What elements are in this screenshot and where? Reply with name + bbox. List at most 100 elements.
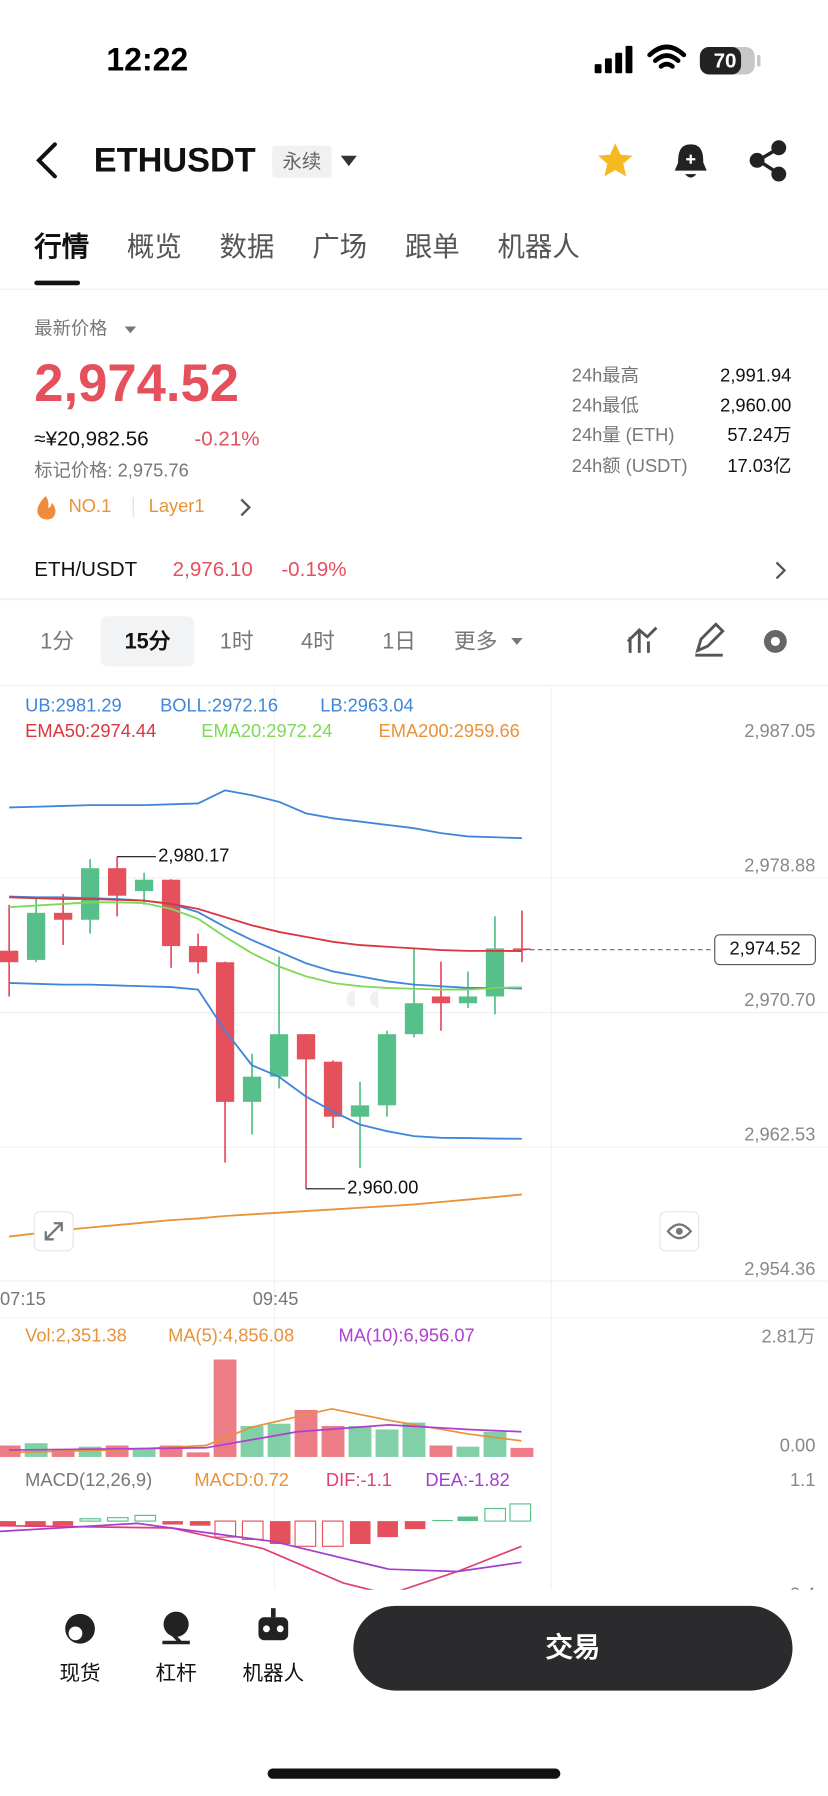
stat-label: 24h最低: [572, 394, 639, 415]
volume-bar: [348, 1426, 372, 1457]
last-price: 2,974.52: [34, 354, 239, 413]
sector[interactable]: Layer1: [149, 495, 205, 516]
x-tick-label: 07:15: [0, 1288, 46, 1309]
candle-body: [350, 1105, 370, 1117]
interval[interactable]: 1时: [220, 628, 254, 653]
candle-body: [485, 948, 505, 997]
indicator-legend: UB:2981.29: [25, 695, 122, 716]
bot-eye: [276, 1625, 284, 1633]
expand-icon: [44, 1222, 63, 1241]
spot-icon-hole: [68, 1626, 83, 1641]
volume-bar: [105, 1445, 129, 1457]
volume-bar: [402, 1422, 426, 1457]
bot-antenna: [271, 1608, 276, 1618]
volume-legend: MA(10):6,956.07: [339, 1325, 475, 1346]
price-dropdown[interactable]: [124, 326, 137, 334]
stat-value: 17.03亿: [727, 455, 791, 476]
volume-tick-label: 2.81万: [762, 1326, 816, 1347]
sector-arrow[interactable]: [240, 498, 251, 517]
volume-bar: [375, 1429, 399, 1457]
candle-body: [458, 996, 478, 1004]
price-label[interactable]: 最新价格: [34, 318, 107, 339]
indicator-legend: EMA50:2974.44: [25, 720, 156, 741]
indicator-line: [9, 789, 522, 840]
more-dropdown[interactable]: [511, 637, 523, 645]
favorite[interactable]: [598, 143, 633, 177]
back-button[interactable]: [36, 142, 57, 179]
volume-bar: [240, 1426, 264, 1457]
interval[interactable]: 1分: [40, 628, 74, 653]
divider: [0, 288, 828, 290]
trade-button[interactable]: [353, 1605, 793, 1691]
macd-legend: MACD(12,26,9): [25, 1469, 152, 1490]
spot-pair[interactable]: ETH/USDT: [34, 558, 137, 581]
plot: 2,980.17 2,960.00 2,974.52: [0, 789, 816, 1457]
vol-ma10: [9, 1424, 522, 1451]
cny-price: ≈¥20,982.56: [34, 427, 148, 450]
indicator-line: [9, 896, 522, 952]
indicator-icon[interactable]: [626, 626, 658, 653]
volume-bar: [267, 1423, 291, 1457]
y-tick-label: 2,962.53: [744, 1124, 815, 1145]
candle-body: [26, 912, 46, 960]
interval[interactable]: 15分: [125, 628, 171, 653]
indicator-line: [9, 982, 522, 1140]
volume-bar: [213, 1359, 237, 1457]
indicator-legend: EMA20:2972.24: [201, 720, 332, 741]
candle-body: [188, 946, 208, 963]
tab[interactable]: 跟单: [405, 231, 460, 262]
wifi: [647, 44, 687, 69]
eye-icon: [666, 1223, 693, 1240]
nav-label[interactable]: 机器人: [242, 1662, 304, 1685]
spot-arrow[interactable]: [775, 561, 787, 580]
y-tick-label: 2,978.88: [744, 854, 815, 875]
volume-bar: [429, 1445, 453, 1457]
indicator-line: [9, 901, 522, 991]
grid: 2,987.05 2,978.88 2,970.70 2,962.53 2,954.36: [0, 720, 828, 1279]
candle-body: [53, 912, 73, 920]
candle-body: [242, 1076, 262, 1102]
tab[interactable]: 概览: [127, 231, 182, 262]
mark-price: 标记价格: 2,975.76: [34, 460, 188, 481]
watermark: ◐◐: [343, 976, 390, 1019]
divider: [0, 1280, 828, 1282]
nav-label[interactable]: 现货: [59, 1662, 100, 1685]
macd-dea: [0, 1522, 522, 1573]
stats: 24h最高 2,991.94 24h最低 2,960.00 24h量 (ETH)…: [572, 365, 792, 477]
interval[interactable]: 4时: [301, 628, 335, 653]
interval-more[interactable]: 更多: [454, 628, 497, 653]
price-change: -0.21%: [194, 427, 259, 450]
margin-icon[interactable]: [163, 1611, 189, 1637]
candle-body: [134, 879, 154, 892]
volume-bar: [294, 1409, 318, 1457]
home-indicator: [267, 1768, 561, 1779]
tab[interactable]: 数据: [220, 231, 275, 262]
eye-pupil: [675, 1227, 683, 1235]
tab[interactable]: 机器人: [497, 231, 579, 262]
stat-value: 57.24万: [727, 424, 791, 445]
draw-icon[interactable]: [695, 622, 725, 657]
tab-indicator: [34, 280, 81, 286]
macd-tick-label: 1.1: [790, 1469, 815, 1490]
alert-plus: [686, 154, 696, 164]
tab[interactable]: 行情: [33, 231, 89, 262]
spot-price: 2,976.10: [173, 558, 253, 581]
rank[interactable]: NO.1: [69, 495, 112, 516]
clock: 12:22: [106, 41, 188, 77]
stat-value: 2,960.00: [720, 394, 791, 415]
nav-label[interactable]: 杠杆: [156, 1662, 197, 1685]
settings-hole: [770, 636, 780, 647]
interval[interactable]: 1日: [382, 628, 416, 653]
share[interactable]: [749, 140, 787, 182]
tab[interactable]: 广场: [312, 231, 367, 262]
symbol-dropdown[interactable]: [340, 155, 357, 167]
volume-bar: [510, 1447, 534, 1457]
candle-body: [323, 1061, 343, 1117]
volume-bar: [78, 1446, 102, 1457]
volume-bar: [0, 1445, 21, 1457]
volume-bar: [132, 1448, 156, 1457]
bot-icon[interactable]: [258, 1617, 289, 1641]
